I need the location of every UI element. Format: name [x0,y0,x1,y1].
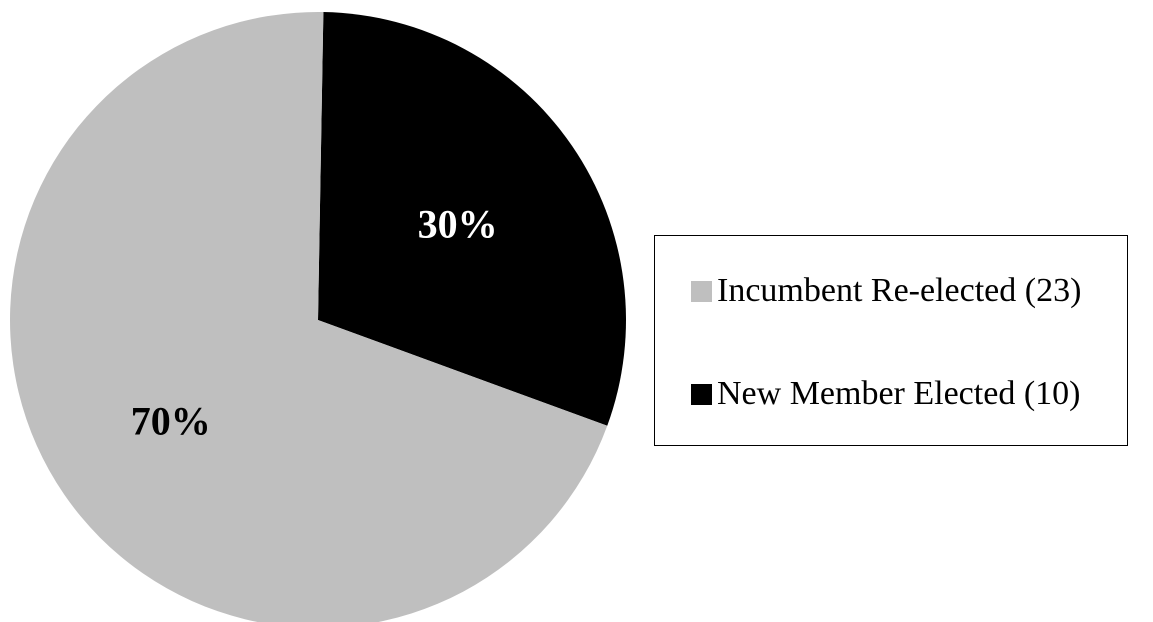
legend-swatch-new-member [691,383,712,405]
pie-slices [10,12,626,622]
pie-label-incumbent: 70% [131,399,211,444]
pie-label-new-member: 30% [418,202,498,247]
legend-label-new-member: New Member Elected (10) [717,375,1081,412]
pie-slice-labels: 30% 70% [131,202,498,444]
legend-item-new-member: New Member Elected (10) [691,377,1080,411]
chart-legend: Incumbent Re-elected (23) New Member Ele… [654,235,1128,446]
legend-swatch-incumbent [691,280,712,302]
pie-slice-new-member [318,12,626,426]
legend-item-incumbent: Incumbent Re-elected (23) [691,274,1081,308]
legend-label-incumbent: Incumbent Re-elected (23) [717,272,1082,309]
pie-slice-incumbent [10,12,608,622]
